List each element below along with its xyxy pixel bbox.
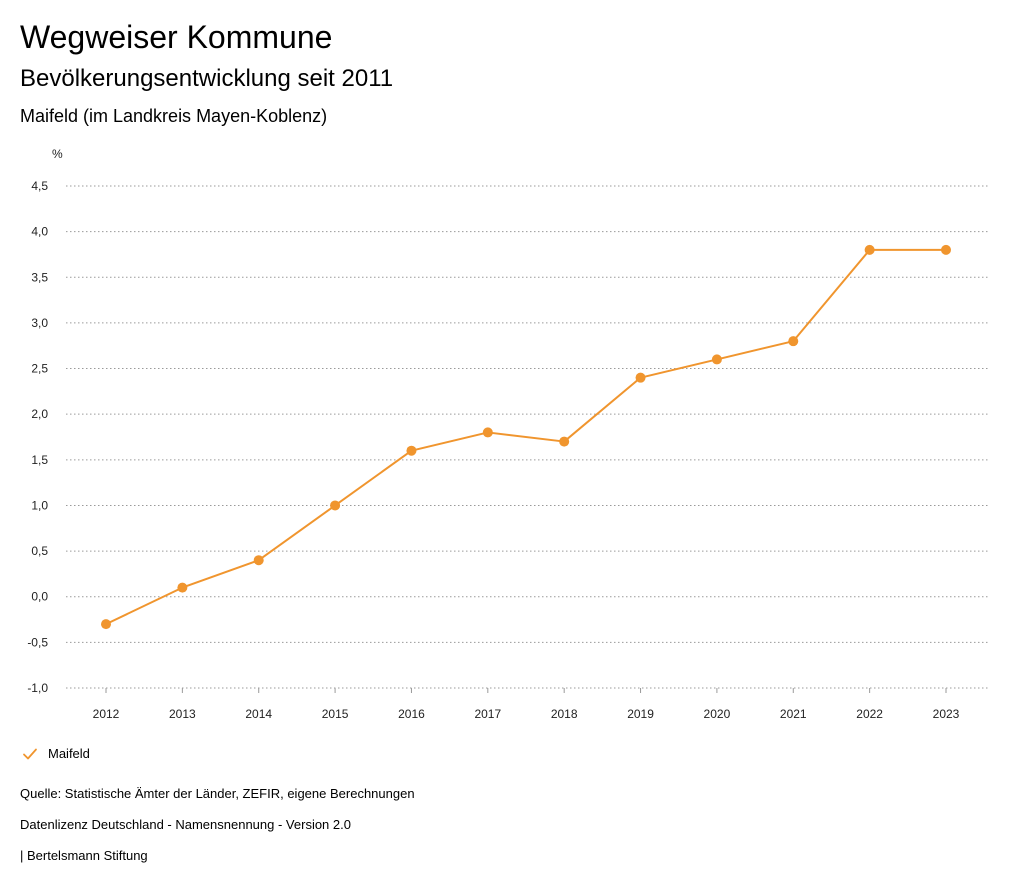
y-tick-label: 1,0 — [31, 498, 48, 512]
series-maifeld — [101, 244, 951, 630]
x-tick-label: 2021 — [780, 707, 807, 721]
y-tick-label: 2,5 — [31, 362, 48, 376]
chart-subtitle: Bevölkerungsentwicklung seit 2011 — [20, 65, 394, 92]
x-tick-label: 2020 — [704, 707, 731, 721]
data-point-2015[interactable] — [330, 500, 341, 511]
x-tick-label: 2013 — [169, 707, 196, 721]
y-tick-label: 0,0 — [31, 590, 48, 604]
data-point-2019[interactable] — [635, 372, 646, 383]
x-tick-label: 2015 — [322, 707, 349, 721]
y-tick-label: 1,5 — [31, 453, 48, 467]
region-label: Maifeld (im Landkreis Mayen-Koblenz) — [20, 106, 328, 126]
data-point-2013[interactable] — [177, 582, 188, 593]
y-tick-label: 3,0 — [31, 316, 48, 330]
data-point-2021[interactable] — [788, 336, 799, 347]
x-tick-label: 2012 — [93, 707, 120, 721]
legend-label: Maifeld — [48, 746, 90, 761]
x-axis-ticks: 2012 2013 2014 2015 2016 2017 2018 2019 2020 2021… — [93, 688, 960, 721]
y-tick-label: 4,5 — [31, 179, 48, 193]
x-tick-label: 2022 — [856, 707, 883, 721]
data-point-2012[interactable] — [101, 619, 111, 630]
x-tick-label: 2017 — [474, 707, 501, 721]
page-title: Wegweiser Kommune — [20, 19, 333, 55]
source-note: Quelle: Statistische Ämter der Länder, Z… — [20, 786, 415, 801]
y-axis-ticks: -1,0 -0,5 0,0 0,5 1,0 1,5 2,0 2,5 3,0 3,5 4,0 4,5 — [27, 179, 48, 695]
y-tick-label: 3,5 — [31, 270, 48, 284]
y-tick-label: 0,5 — [31, 544, 48, 558]
data-point-2016[interactable] — [406, 445, 417, 456]
y-tick-label: -0,5 — [27, 635, 48, 649]
legend[interactable]: Maifeld — [22, 744, 90, 764]
data-point-2017[interactable] — [482, 427, 493, 438]
x-tick-label: 2014 — [245, 707, 272, 721]
data-point-2023[interactable] — [941, 244, 951, 255]
license-note: Datenlizenz Deutschland - Namensnennung … — [20, 817, 351, 832]
y-axis-unit-label: % — [52, 147, 63, 161]
x-tick-label: 2016 — [398, 707, 425, 721]
y-tick-label: 4,0 — [31, 225, 48, 239]
x-tick-label: 2023 — [933, 707, 960, 721]
line-chart: % -1,0 -0,5 0,0 0,5 1,0 1,5 2,0 2,5 3,0 3,5 4,0 4,5… — [27, 147, 990, 721]
data-point-2022[interactable] — [864, 244, 875, 255]
y-tick-label: -1,0 — [27, 681, 48, 695]
y-tick-label: 2,0 — [31, 407, 48, 421]
publisher-note: | Bertelsmann Stiftung — [20, 848, 148, 863]
data-point-2014[interactable] — [253, 555, 264, 566]
data-point-2018[interactable] — [559, 436, 570, 447]
series-line — [105, 248, 946, 626]
data-point-2020[interactable] — [711, 354, 722, 365]
checkmark-icon — [23, 748, 37, 760]
x-tick-label: 2018 — [551, 707, 578, 721]
x-tick-label: 2019 — [627, 707, 654, 721]
